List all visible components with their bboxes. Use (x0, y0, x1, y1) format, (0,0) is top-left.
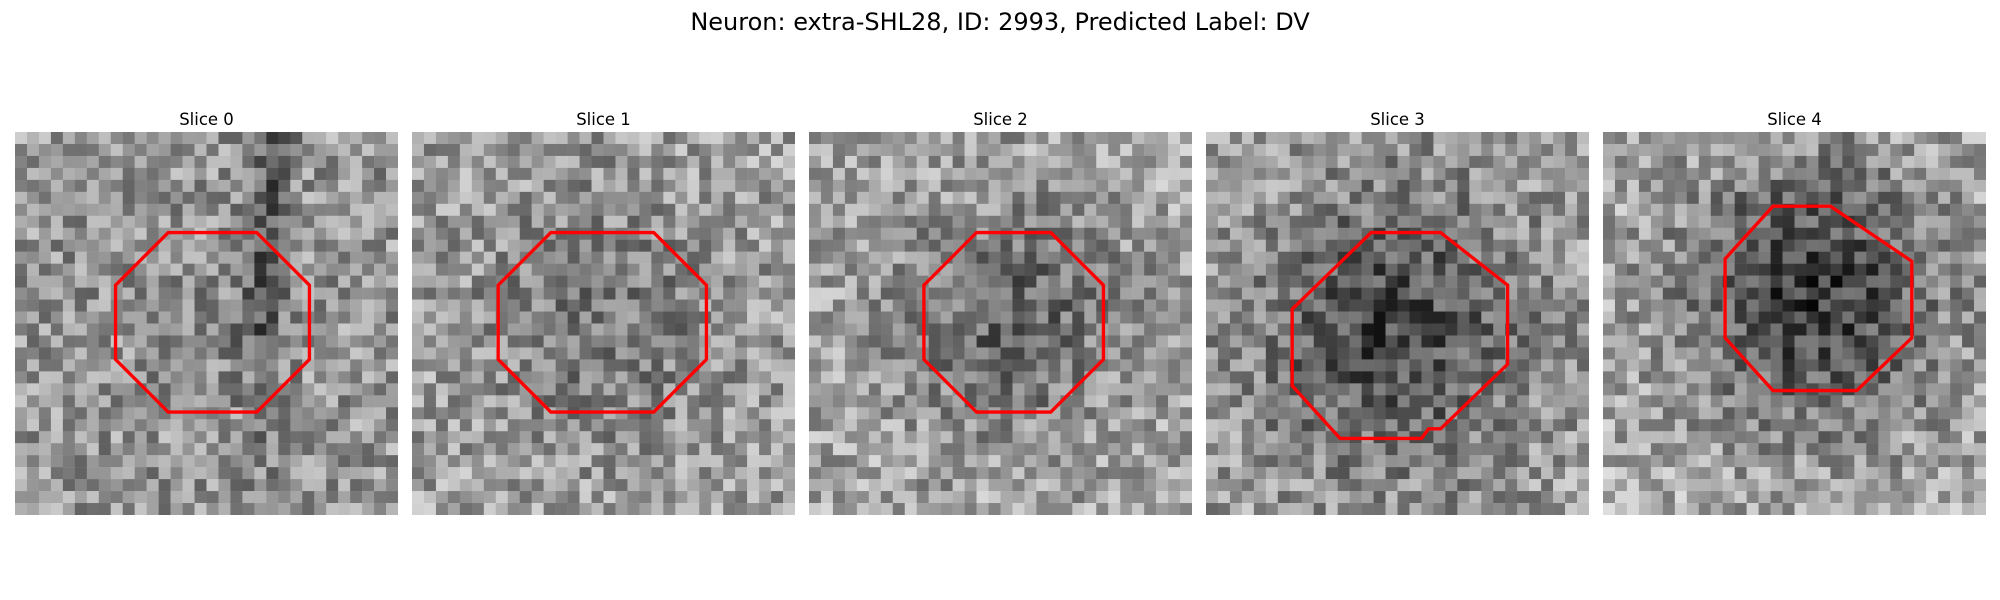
figure-title: Neuron: extra-SHL28, ID: 2993, Predicted… (690, 8, 1310, 36)
slice-image-4 (1603, 132, 1986, 515)
slice-panel-0: Slice 0 (15, 108, 398, 515)
roi-contour-2 (922, 230, 1106, 414)
slice-panel-3: Slice 3 (1206, 108, 1589, 515)
roi-contour-1 (496, 230, 709, 414)
slice-title-0: Slice 0 (179, 110, 234, 129)
slice-title-3: Slice 3 (1370, 110, 1425, 129)
slice-title-1: Slice 1 (576, 110, 631, 129)
slice-panel-2: Slice 2 (809, 108, 1192, 515)
slice-image-2 (809, 132, 1192, 515)
slice-title-2: Slice 2 (973, 110, 1028, 129)
slice-panel-4: Slice 4 (1603, 108, 1986, 515)
slice-panel-1: Slice 1 (412, 108, 795, 515)
roi-contour-0 (113, 230, 312, 414)
slice-image-0 (15, 132, 398, 515)
roi-contour-4 (1723, 204, 1914, 393)
slice-image-1 (412, 132, 795, 515)
roi-contour-3 (1290, 230, 1510, 441)
slice-title-4: Slice 4 (1767, 110, 1822, 129)
slice-image-3 (1206, 132, 1589, 515)
